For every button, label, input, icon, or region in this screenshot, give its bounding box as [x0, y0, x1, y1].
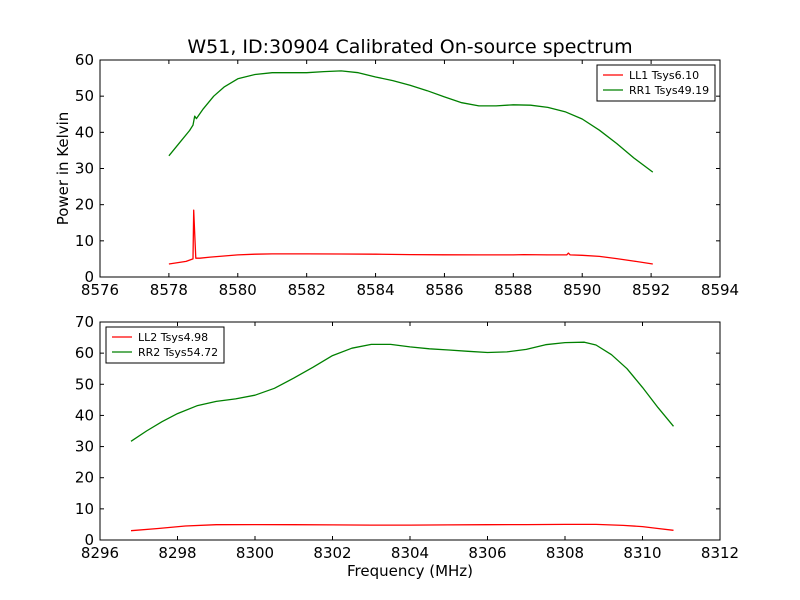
legend-label: LL1 Tsys6.10	[629, 69, 699, 82]
series-line-2	[168, 70, 654, 173]
series-lines	[168, 70, 654, 265]
series-line-2	[130, 341, 675, 442]
x-tick-label: 8302	[313, 544, 351, 562]
x-tick-label: 8296	[81, 544, 119, 562]
x-tick-label: 8298	[158, 544, 196, 562]
y-tick-label: 0	[84, 268, 94, 286]
x-tick-label: 8594	[701, 281, 739, 299]
legend-label: RR2 Tsys54.72	[138, 346, 218, 359]
y-tick-label: 30	[75, 160, 94, 178]
x-tick-label: 8304	[391, 544, 429, 562]
y-tick-label: 50	[75, 87, 94, 105]
y-tick-label: 60	[75, 51, 94, 69]
y-tick-label: 70	[75, 313, 94, 331]
x-tick-label: 8586	[425, 281, 463, 299]
series-lines	[130, 341, 675, 532]
y-tick-label: 10	[75, 232, 94, 250]
y-tick-label: 50	[75, 375, 94, 393]
x-tick-label: 8582	[288, 281, 326, 299]
x-tick-label: 8580	[219, 281, 257, 299]
x-tick-label: 8576	[81, 281, 119, 299]
legend: LL2 Tsys4.98 RR2 Tsys54.72	[105, 326, 225, 364]
y-tick-label: 10	[75, 500, 94, 518]
series-line-1	[130, 523, 674, 532]
x-tick-label: 8300	[236, 544, 274, 562]
x-tick-label: 8306	[468, 544, 506, 562]
x-axis-label: Frequency (MHz)	[347, 562, 473, 580]
legend: LL1 Tsys6.10 RR1 Tsys49.19	[596, 64, 716, 102]
x-tick-label: 8592	[632, 281, 670, 299]
y-tick-label: 30	[75, 438, 94, 456]
legend-label: LL2 Tsys4.98	[138, 331, 208, 344]
y-tick-label: 20	[75, 469, 94, 487]
y-tick-label: 60	[75, 344, 94, 362]
x-tick-label: 8312	[701, 544, 739, 562]
x-tick-label: 8584	[356, 281, 394, 299]
y-axis-label: Power in Kelvin	[54, 112, 72, 226]
x-tick-label: 8578	[150, 281, 188, 299]
legend-label: RR1 Tsys49.19	[629, 84, 709, 97]
series-line-1	[168, 209, 653, 265]
bottom-subplot: 8296 8298 8300 8302 8304 8306 8308 8310 8312 0 10 2…	[75, 313, 739, 580]
figure-title: W51, ID:30904 Calibrated On-source spect…	[187, 36, 632, 58]
x-tick-label: 8590	[563, 281, 601, 299]
y-tick-label: 40	[75, 406, 94, 424]
y-tick-label: 40	[75, 123, 94, 141]
legend-box	[105, 326, 225, 364]
x-tick-label: 8588	[494, 281, 532, 299]
y-tick-label: 0	[84, 531, 94, 549]
y-tick-label: 20	[75, 196, 94, 214]
top-subplot: 8576 8578 8580 8582 8584 8586 8588 8590 8592 8594…	[54, 51, 739, 299]
x-tick-label: 8308	[546, 544, 584, 562]
x-tick-label: 8310	[623, 544, 661, 562]
legend-box	[596, 64, 716, 102]
